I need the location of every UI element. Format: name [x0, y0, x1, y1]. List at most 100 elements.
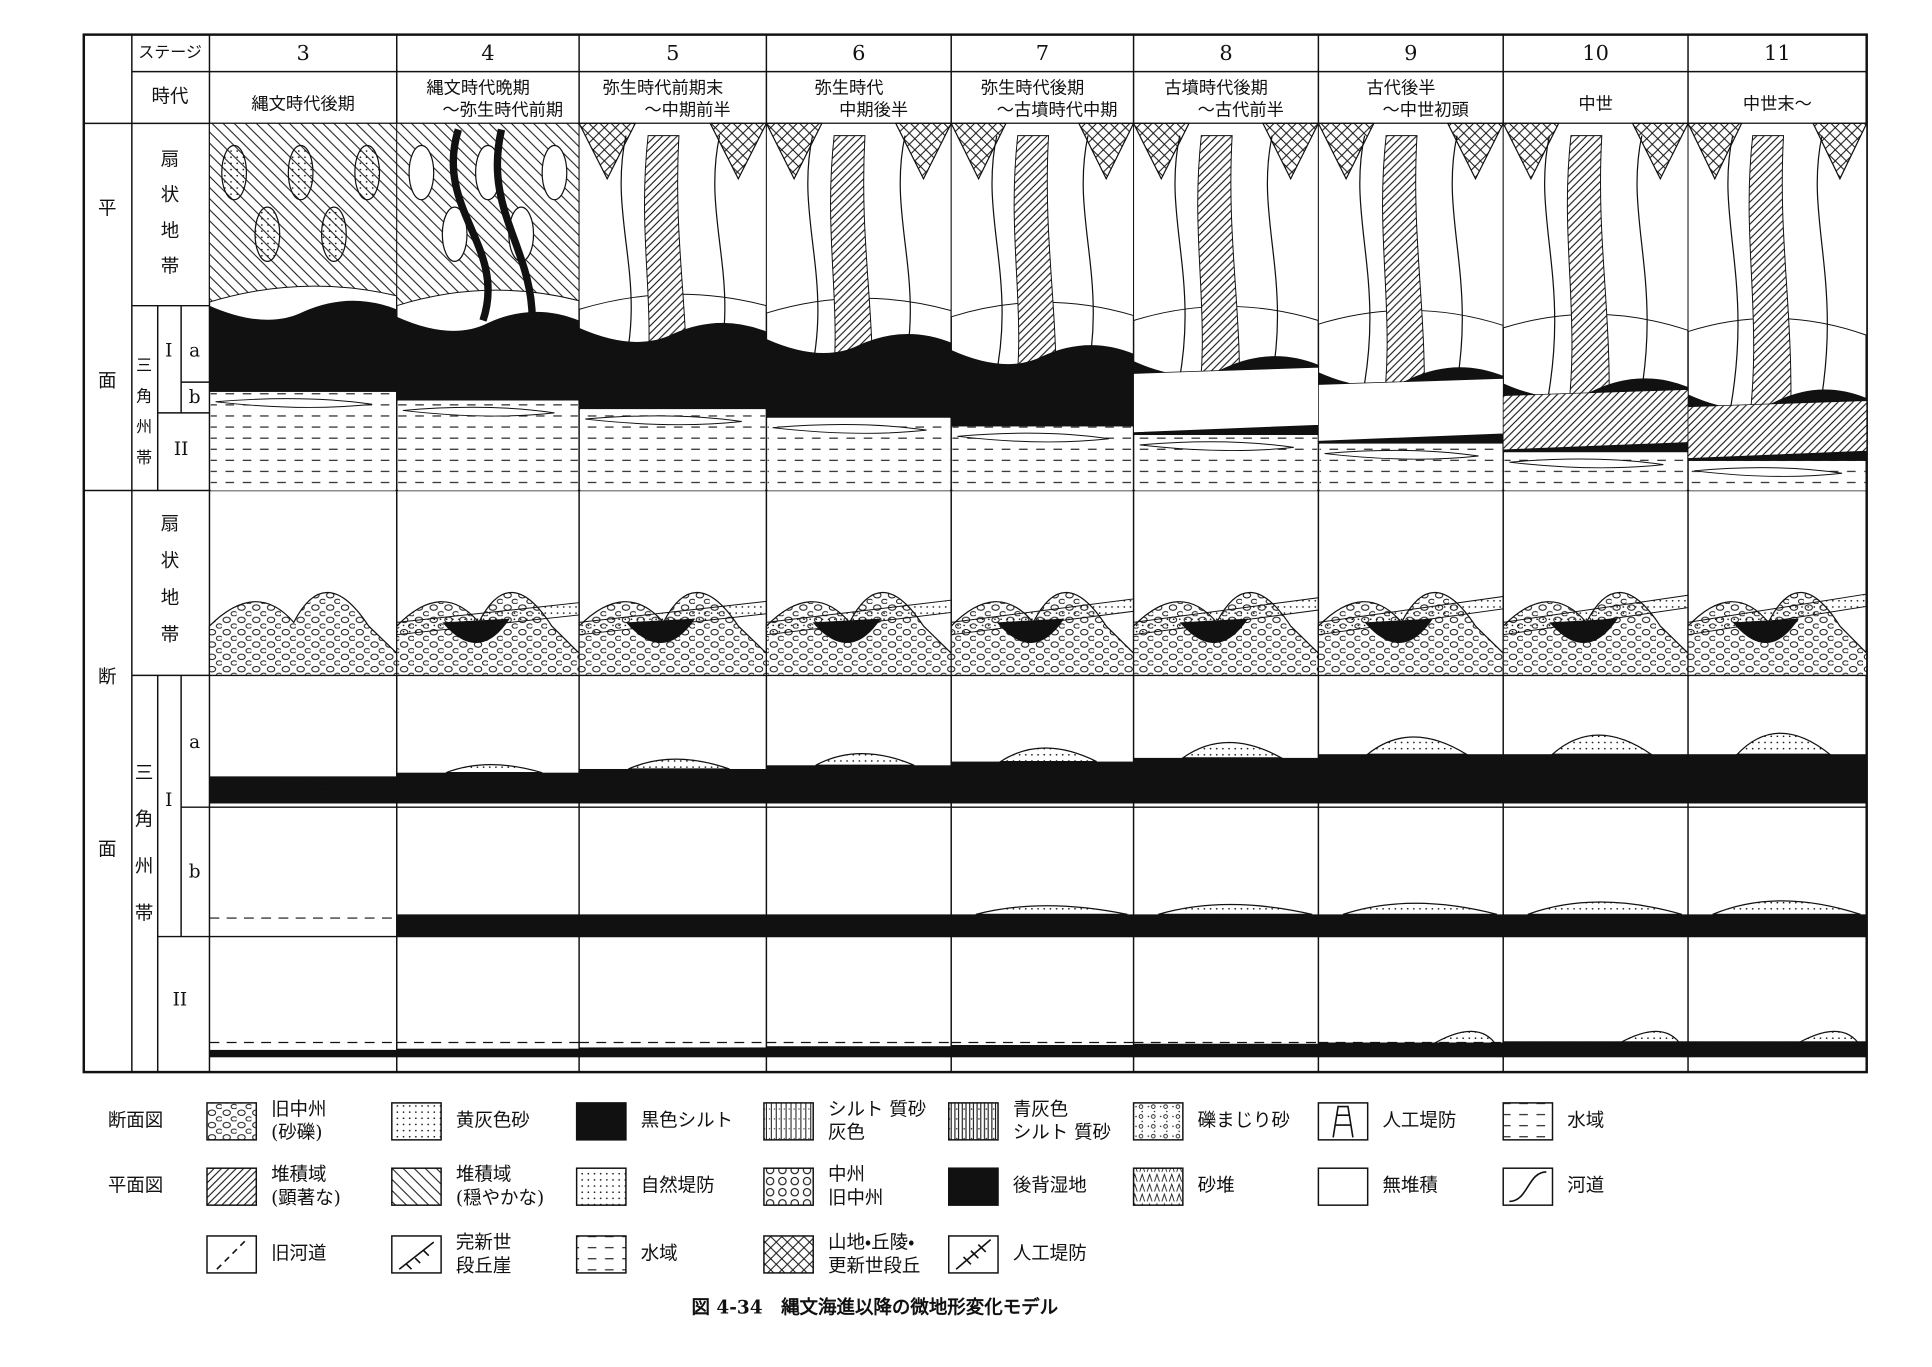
legend-swatch: [575, 1167, 627, 1206]
fan-label: 状: [161, 185, 179, 206]
highland: [1132, 122, 1191, 181]
legend-label: 更新世段丘: [828, 1256, 920, 1277]
legend-label: 人工堤防: [1382, 1110, 1456, 1131]
sand-mound: [628, 758, 730, 770]
fan-silt: [1732, 618, 1799, 644]
legend-swatch: [206, 1235, 258, 1274]
legend-label: 堆積域: [456, 1165, 511, 1186]
back-marsh: [951, 345, 1134, 427]
back-marsh: [209, 300, 397, 392]
legend-label: 旧河道: [271, 1243, 326, 1264]
era-label: 時代: [152, 86, 189, 107]
stage-drawing: [765, 122, 953, 1058]
silt-band: [951, 914, 1134, 937]
river-line: [1173, 135, 1186, 407]
silt-band: [209, 776, 397, 804]
silt-band: [766, 1046, 952, 1058]
stage-number: 3: [296, 41, 309, 65]
delta-label: 角: [136, 386, 152, 405]
zone-label: I: [165, 790, 172, 811]
legend-label: 黄灰色砂: [456, 1110, 530, 1131]
delta-deposit: [1502, 389, 1689, 451]
highland: [1812, 122, 1868, 181]
legend-swatch: [763, 1102, 814, 1141]
silt-band: [579, 914, 767, 937]
highland: [1687, 122, 1743, 181]
legend-title: 平面図: [108, 1176, 163, 1197]
fan-cap: [1317, 595, 1504, 636]
legend-swatch: [1317, 1102, 1369, 1141]
silt-band: [1318, 914, 1504, 937]
silt-band: [579, 768, 767, 804]
delta-deposit: [1318, 378, 1504, 442]
silt-band: [951, 761, 1134, 804]
sand-mound: [1611, 1030, 1683, 1047]
era-text: ～古墳時代中期: [997, 101, 1118, 121]
silt-band: [1318, 754, 1504, 804]
legend-symbol: [216, 1239, 247, 1270]
fan-silt: [1364, 618, 1433, 644]
sand-bar: [585, 415, 742, 426]
sand-mound: [1790, 1030, 1862, 1047]
legend-swatch: [948, 1102, 999, 1141]
legend-label: (顕著な): [271, 1188, 341, 1209]
zone-label: II: [173, 990, 188, 1011]
legend-swatch: [763, 1167, 814, 1206]
highland: [950, 122, 1007, 181]
legend-symbol: [955, 1239, 992, 1270]
delta-label: 州: [136, 417, 152, 436]
era-text: 縄文時代晩期: [426, 78, 530, 98]
zone-label: a: [189, 340, 200, 361]
sand-mound: [1342, 902, 1498, 915]
legend-swatch: [1132, 1102, 1184, 1141]
legend-label: 礫まじり砂: [1198, 1110, 1290, 1131]
sand-mound: [1712, 900, 1861, 915]
silt-band: [396, 772, 580, 804]
zone-label: II: [174, 439, 189, 460]
fan-silt: [996, 618, 1065, 644]
fan-cap: [1687, 593, 1868, 636]
bar-deposit: [254, 206, 281, 262]
highland: [1261, 122, 1320, 181]
highland: [1317, 122, 1375, 181]
river-line: [1635, 135, 1648, 422]
river-channel: [449, 128, 492, 322]
stage-drawing: [1687, 122, 1868, 1058]
sand-bar: [1139, 441, 1294, 452]
legend-label: 無堆積: [1382, 1176, 1437, 1197]
river-line: [1815, 135, 1828, 430]
fan-cap: [396, 602, 580, 636]
sand-bar: [1509, 458, 1664, 469]
fan-silt: [812, 618, 881, 644]
silt-band: [1503, 914, 1689, 937]
fan-body: [208, 122, 398, 303]
legend-swatch: [948, 1167, 999, 1206]
legend-label: 段丘崖: [456, 1256, 511, 1277]
fan-silt: [442, 618, 510, 644]
stage-number: 4: [481, 41, 494, 65]
legend-label: 堆積域: [271, 1165, 326, 1186]
legend-swatch: [206, 1167, 258, 1206]
stage-drawing: [1317, 122, 1505, 1058]
era-text: 中世: [1578, 94, 1613, 114]
fan-gravel: [208, 591, 398, 676]
legend-label: 山地・丘陵・: [828, 1232, 914, 1253]
era-text: 弥生時代後期: [981, 78, 1085, 98]
fan-label: 状: [161, 551, 179, 572]
water-area: [1504, 452, 1687, 491]
silt-band: [1133, 1043, 1319, 1058]
highland: [894, 122, 953, 181]
zone-label: a: [189, 732, 200, 753]
highland: [1077, 122, 1135, 181]
bar-deposit: [221, 144, 248, 201]
era-text: ～弥生時代前期: [442, 101, 563, 121]
silt-band: [1688, 754, 1867, 804]
river-channel: [493, 128, 536, 321]
river-line: [990, 135, 1003, 400]
silt-band: [766, 765, 952, 804]
silt-band: [579, 1047, 767, 1058]
stage-drawing: [1132, 122, 1320, 1058]
silt-band: [396, 1048, 580, 1058]
